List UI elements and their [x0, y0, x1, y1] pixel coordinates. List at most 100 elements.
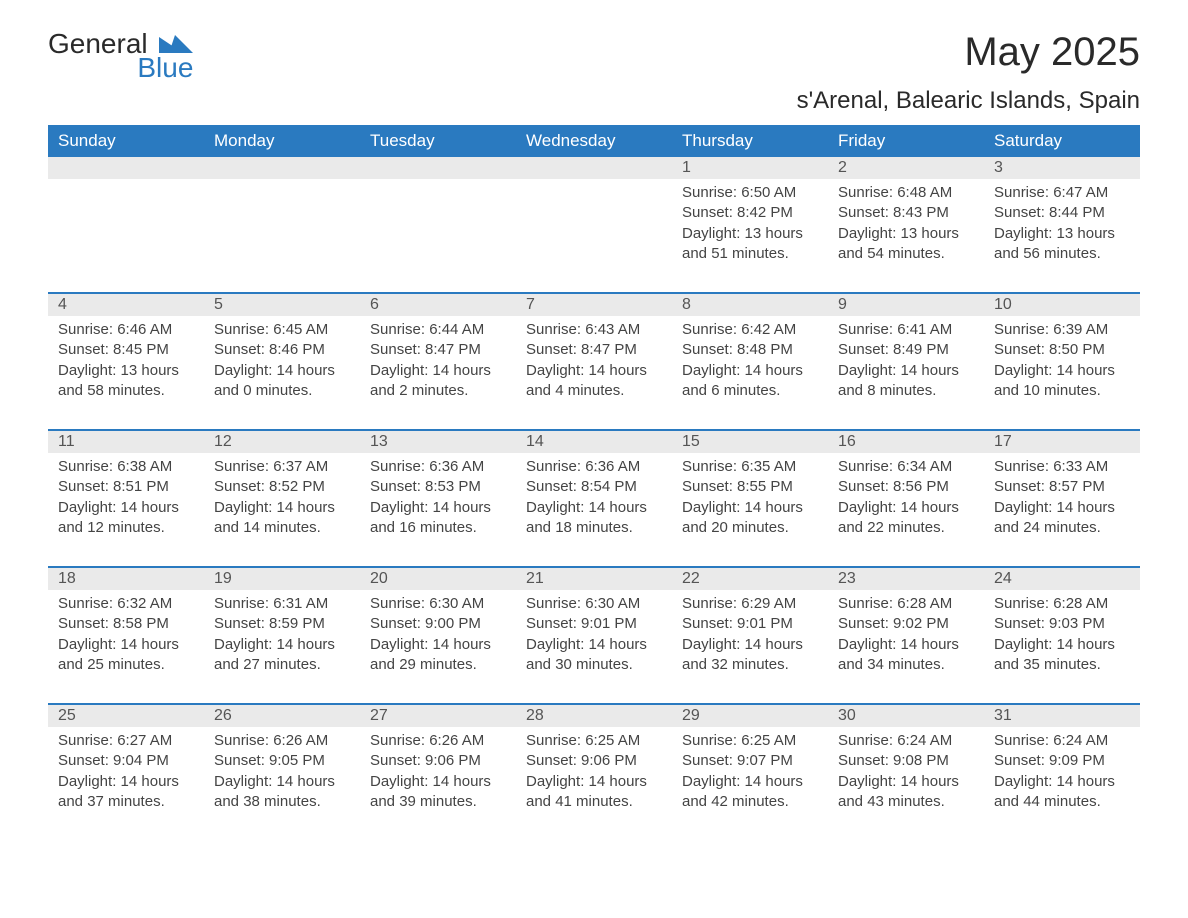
sunrise-line: Sunrise: 6:24 AM [994, 731, 1130, 751]
day-info-cell [204, 179, 360, 293]
sunrise-line: Sunrise: 6:30 AM [526, 594, 662, 614]
daylight-line: Daylight: 14 hours and 10 minutes. [994, 361, 1130, 402]
day-number-cell: 10 [984, 294, 1140, 316]
daylight-line: Daylight: 14 hours and 42 minutes. [682, 772, 818, 813]
title-block: May 2025 s'Arenal, Balearic Islands, Spa… [797, 30, 1140, 125]
day-info-cell: Sunrise: 6:30 AMSunset: 9:01 PMDaylight:… [516, 590, 672, 704]
day-info-row: Sunrise: 6:38 AMSunset: 8:51 PMDaylight:… [48, 453, 1140, 567]
sunset-line: Sunset: 9:04 PM [58, 751, 194, 771]
day-number-cell: 18 [48, 568, 204, 590]
daylight-line: Daylight: 14 hours and 44 minutes. [994, 772, 1130, 813]
daylight-line: Daylight: 14 hours and 14 minutes. [214, 498, 350, 539]
day-info-cell: Sunrise: 6:38 AMSunset: 8:51 PMDaylight:… [48, 453, 204, 567]
day-info-cell: Sunrise: 6:28 AMSunset: 9:02 PMDaylight:… [828, 590, 984, 704]
day-number-cell: 22 [672, 568, 828, 590]
sunset-line: Sunset: 8:50 PM [994, 340, 1130, 360]
day-info-cell: Sunrise: 6:34 AMSunset: 8:56 PMDaylight:… [828, 453, 984, 567]
sunrise-line: Sunrise: 6:45 AM [214, 320, 350, 340]
day-info-cell: Sunrise: 6:31 AMSunset: 8:59 PMDaylight:… [204, 590, 360, 704]
daylight-line: Daylight: 14 hours and 12 minutes. [58, 498, 194, 539]
sunset-line: Sunset: 8:42 PM [682, 203, 818, 223]
day-number-cell: 28 [516, 705, 672, 727]
day-number-cell: 20 [360, 568, 516, 590]
sunrise-line: Sunrise: 6:36 AM [370, 457, 506, 477]
daylight-line: Daylight: 14 hours and 27 minutes. [214, 635, 350, 676]
sunrise-line: Sunrise: 6:37 AM [214, 457, 350, 477]
sunset-line: Sunset: 8:44 PM [994, 203, 1130, 223]
sunset-line: Sunset: 9:05 PM [214, 751, 350, 771]
daylight-line: Daylight: 14 hours and 41 minutes. [526, 772, 662, 813]
daylight-line: Daylight: 14 hours and 43 minutes. [838, 772, 974, 813]
day-info-cell: Sunrise: 6:45 AMSunset: 8:46 PMDaylight:… [204, 316, 360, 430]
day-info-cell: Sunrise: 6:46 AMSunset: 8:45 PMDaylight:… [48, 316, 204, 430]
day-info-cell: Sunrise: 6:26 AMSunset: 9:05 PMDaylight:… [204, 727, 360, 840]
daylight-line: Daylight: 14 hours and 29 minutes. [370, 635, 506, 676]
day-number-cell: 13 [360, 431, 516, 453]
day-number-row: 123 [48, 157, 1140, 179]
daylight-line: Daylight: 13 hours and 56 minutes. [994, 224, 1130, 265]
day-info-cell: Sunrise: 6:27 AMSunset: 9:04 PMDaylight:… [48, 727, 204, 840]
day-number-cell: 15 [672, 431, 828, 453]
day-number-row: 45678910 [48, 294, 1140, 316]
sunrise-line: Sunrise: 6:25 AM [682, 731, 818, 751]
sunrise-line: Sunrise: 6:25 AM [526, 731, 662, 751]
calendar-body: 123Sunrise: 6:50 AMSunset: 8:42 PMDaylig… [48, 157, 1140, 840]
sunrise-line: Sunrise: 6:43 AM [526, 320, 662, 340]
daylight-line: Daylight: 13 hours and 54 minutes. [838, 224, 974, 265]
day-number-cell: 29 [672, 705, 828, 727]
day-number-cell: 16 [828, 431, 984, 453]
sunset-line: Sunset: 9:00 PM [370, 614, 506, 634]
day-number-cell: 26 [204, 705, 360, 727]
day-number-cell: 12 [204, 431, 360, 453]
daylight-line: Daylight: 14 hours and 39 minutes. [370, 772, 506, 813]
sunrise-line: Sunrise: 6:32 AM [58, 594, 194, 614]
sunrise-line: Sunrise: 6:36 AM [526, 457, 662, 477]
weekday-header: Sunday [48, 125, 204, 157]
sunrise-line: Sunrise: 6:30 AM [370, 594, 506, 614]
sunrise-line: Sunrise: 6:41 AM [838, 320, 974, 340]
weekday-header-row: SundayMondayTuesdayWednesdayThursdayFrid… [48, 125, 1140, 157]
sunrise-line: Sunrise: 6:42 AM [682, 320, 818, 340]
day-number-cell [204, 157, 360, 179]
sunset-line: Sunset: 8:48 PM [682, 340, 818, 360]
sunrise-line: Sunrise: 6:27 AM [58, 731, 194, 751]
sunrise-line: Sunrise: 6:39 AM [994, 320, 1130, 340]
sunset-line: Sunset: 8:59 PM [214, 614, 350, 634]
day-info-row: Sunrise: 6:50 AMSunset: 8:42 PMDaylight:… [48, 179, 1140, 293]
sunrise-line: Sunrise: 6:44 AM [370, 320, 506, 340]
sunset-line: Sunset: 8:49 PM [838, 340, 974, 360]
day-info-row: Sunrise: 6:46 AMSunset: 8:45 PMDaylight:… [48, 316, 1140, 430]
sunrise-line: Sunrise: 6:34 AM [838, 457, 974, 477]
weekday-header: Thursday [672, 125, 828, 157]
sunset-line: Sunset: 8:47 PM [370, 340, 506, 360]
weekday-header: Friday [828, 125, 984, 157]
sunrise-line: Sunrise: 6:26 AM [214, 731, 350, 751]
daylight-line: Daylight: 14 hours and 4 minutes. [526, 361, 662, 402]
sunrise-line: Sunrise: 6:33 AM [994, 457, 1130, 477]
sunset-line: Sunset: 9:08 PM [838, 751, 974, 771]
day-info-cell: Sunrise: 6:29 AMSunset: 9:01 PMDaylight:… [672, 590, 828, 704]
logo-text: General Blue [48, 30, 193, 82]
daylight-line: Daylight: 14 hours and 18 minutes. [526, 498, 662, 539]
day-info-cell: Sunrise: 6:35 AMSunset: 8:55 PMDaylight:… [672, 453, 828, 567]
daylight-line: Daylight: 14 hours and 24 minutes. [994, 498, 1130, 539]
sunrise-line: Sunrise: 6:26 AM [370, 731, 506, 751]
sunset-line: Sunset: 9:02 PM [838, 614, 974, 634]
sunset-line: Sunset: 9:06 PM [370, 751, 506, 771]
sunset-line: Sunset: 9:07 PM [682, 751, 818, 771]
day-info-cell: Sunrise: 6:24 AMSunset: 9:09 PMDaylight:… [984, 727, 1140, 840]
day-info-row: Sunrise: 6:27 AMSunset: 9:04 PM Daylight:… [48, 727, 1140, 840]
daylight-line: Daylight: 14 hours and 32 minutes. [682, 635, 818, 676]
day-number-cell: 14 [516, 431, 672, 453]
day-info-cell: Sunrise: 6:42 AMSunset: 8:48 PMDaylight:… [672, 316, 828, 430]
logo: General Blue [48, 30, 193, 82]
day-info-row: Sunrise: 6:32 AMSunset: 8:58 PM Daylight:… [48, 590, 1140, 704]
sunset-line: Sunset: 8:46 PM [214, 340, 350, 360]
day-number-cell: 4 [48, 294, 204, 316]
sunset-line: Sunset: 8:52 PM [214, 477, 350, 497]
day-info-cell: Sunrise: 6:33 AMSunset: 8:57 PMDaylight:… [984, 453, 1140, 567]
day-number-cell: 7 [516, 294, 672, 316]
sunset-line: Sunset: 8:45 PM [58, 340, 194, 360]
sunset-line: Sunset: 8:58 PM [58, 614, 194, 634]
day-info-cell: Sunrise: 6:25 AMSunset: 9:07 PMDaylight:… [672, 727, 828, 840]
